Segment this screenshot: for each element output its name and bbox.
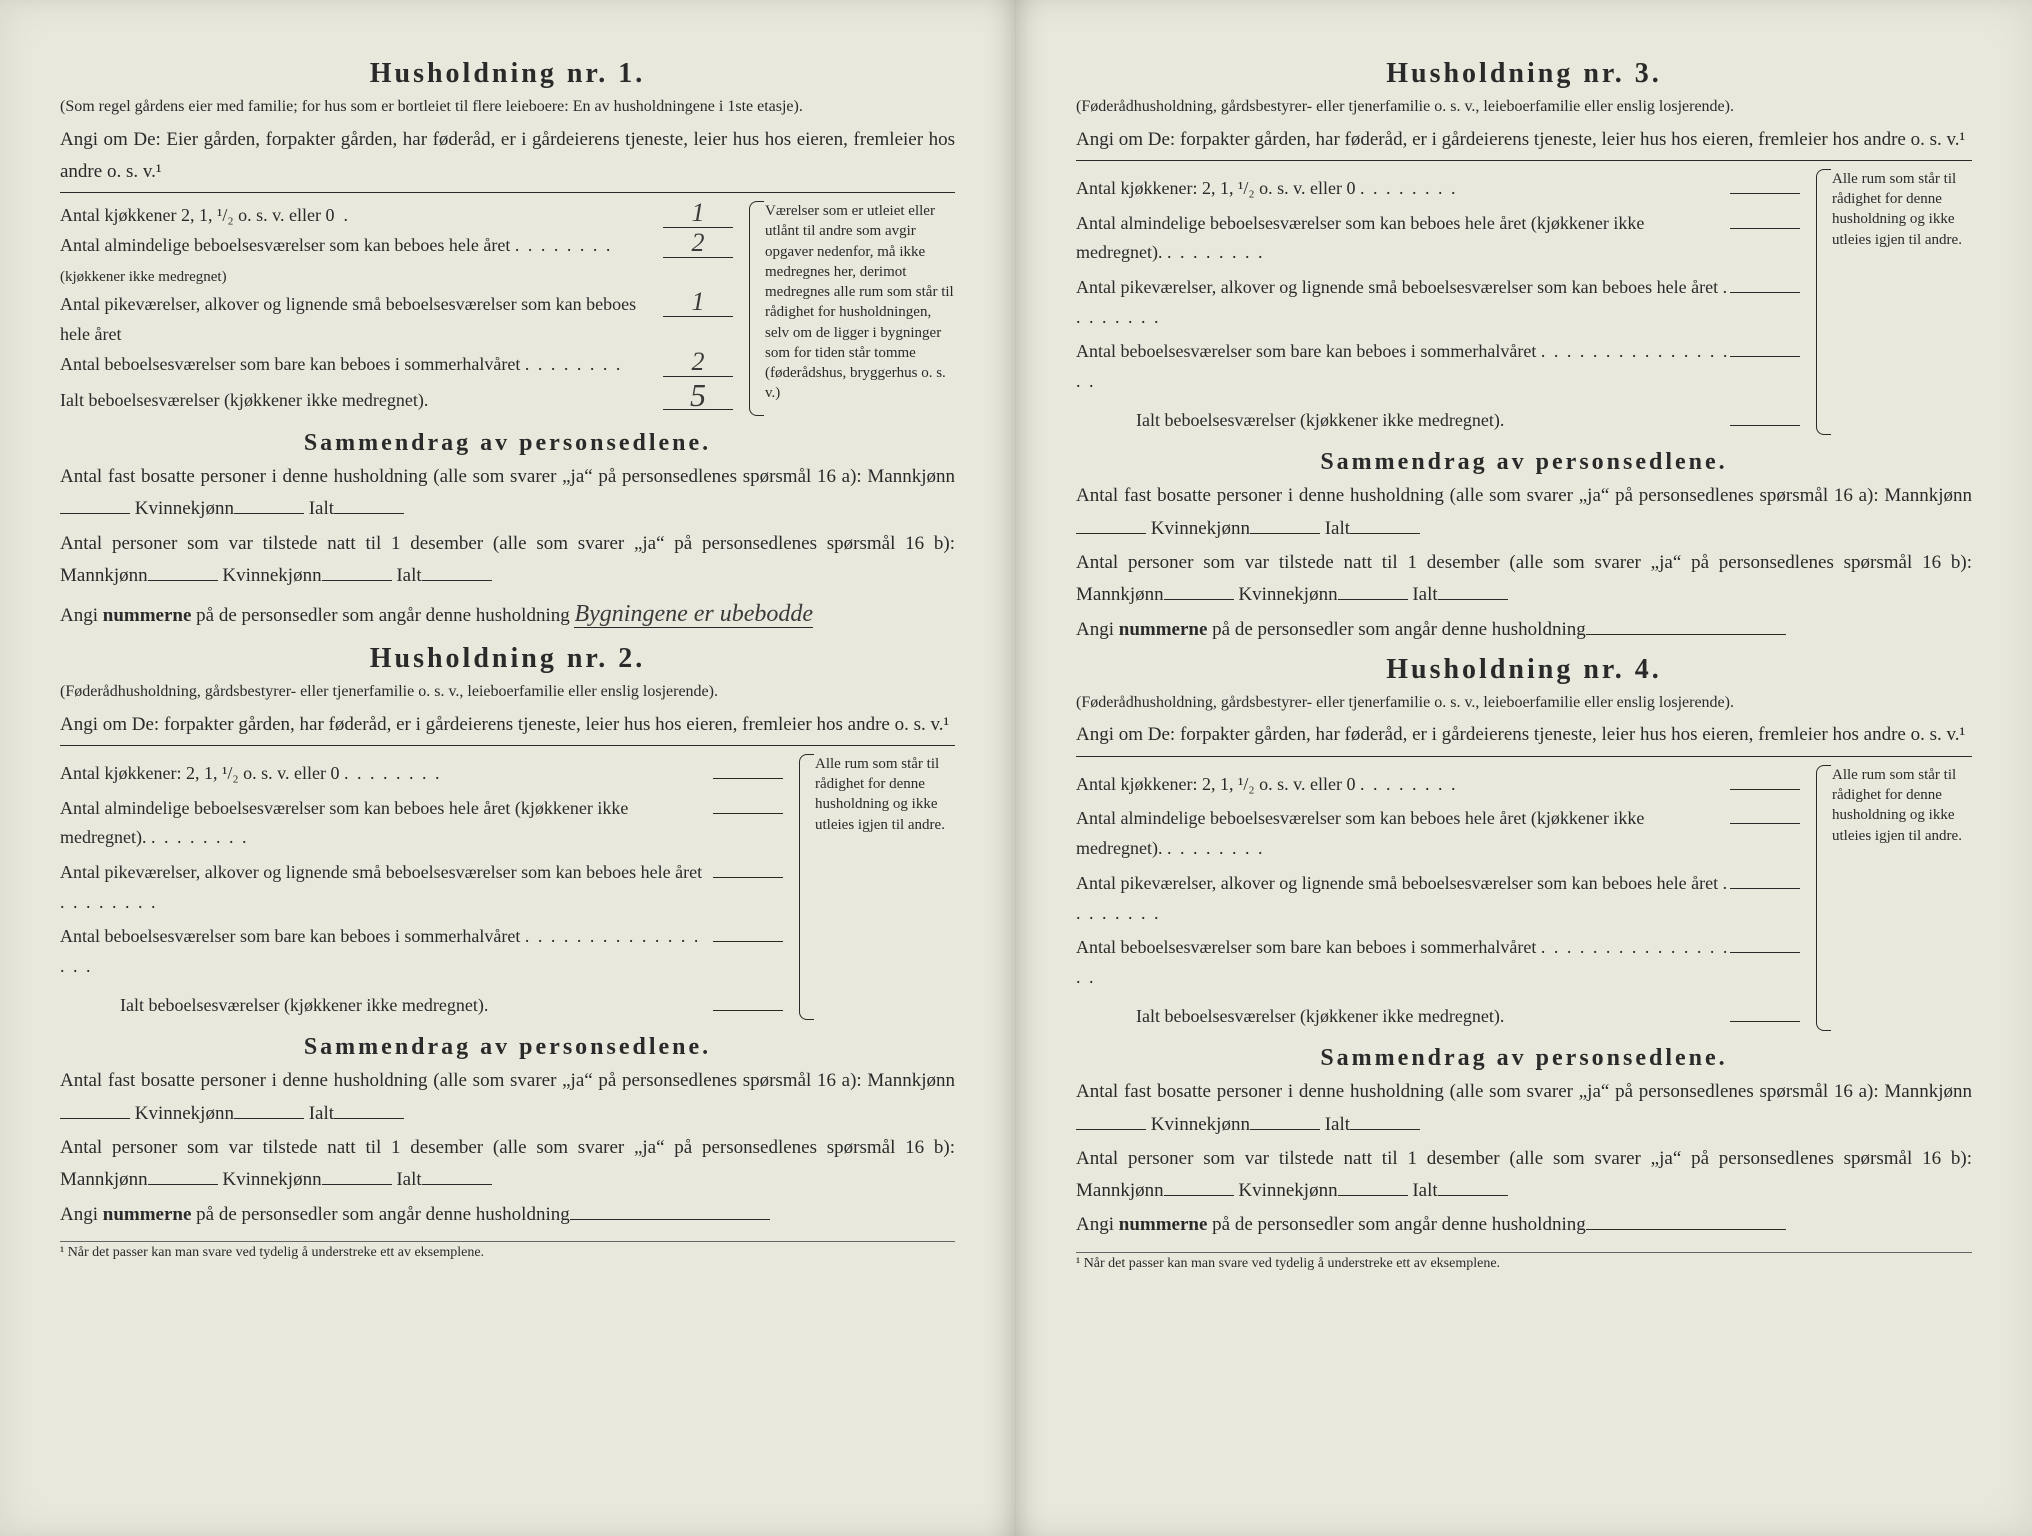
h2-bosatte: Antal fast bosatte personer i denne hush…	[60, 1065, 955, 1130]
h3-ialt-label: Ialt beboelsesværelser (kjøkkener ikke m…	[1136, 406, 1504, 436]
h2-subnote: (Føderådhusholdning, gårdsbestyrer- elle…	[60, 681, 955, 703]
h1-ialt-label: Ialt beboelsesværelser (kjøkkener ikke m…	[60, 386, 663, 416]
right-footnote: ¹ Når det passer kan man svare ved tydel…	[1076, 1252, 1972, 1272]
h4-bosatte: Antal fast bosatte personer i denne hush…	[1076, 1076, 1972, 1141]
h3-angi: Angi om De: forpakter gården, har føderå…	[1076, 124, 1972, 156]
right-page: Husholdning nr. 3. (Føderådhusholdning, …	[1016, 0, 2032, 1536]
h4-nummerne: Angi nummerne på de personsedler som ang…	[1076, 1209, 1972, 1241]
brace-icon	[1816, 169, 1831, 436]
household-1: Husholdning nr. 1. (Som regel gårdens ei…	[60, 58, 955, 635]
h4-kjokken-label: Antal kjøkkener: 2, 1, ¹/₂ o. s. v. elle…	[1076, 770, 1730, 800]
left-footnote: ¹ Når det passer kan man svare ved tydel…	[60, 1241, 955, 1261]
h4-title: Husholdning nr. 4.	[1076, 654, 1972, 686]
h1-sommer-label: Antal beboelsesværelser som bare kan beb…	[60, 350, 663, 380]
h1-tilstede: Antal personer som var tilstede natt til…	[60, 528, 955, 593]
h2-questions: Antal kjøkkener: 2, 1, ¹/₂ o. s. v. elle…	[60, 754, 955, 1021]
h3-bosatte: Antal fast bosatte personer i denne hush…	[1076, 480, 1972, 545]
h1-sammendrag-title: Sammendrag av personsedlene.	[60, 430, 955, 457]
h1-kjokken-val: 1	[663, 203, 733, 228]
h1-angi-line	[60, 190, 955, 193]
h4-tilstede: Antal personer som var tilstede natt til…	[1076, 1143, 1972, 1208]
h1-sommer-val: 2	[663, 352, 733, 377]
h3-tilstede: Antal personer som var tilstede natt til…	[1076, 547, 1972, 612]
h3-angi-line	[1076, 158, 1972, 161]
h1-nummerne: Angi nummerne på de personsedler som ang…	[60, 594, 955, 635]
h4-sammendrag-title: Sammendrag av personsedlene.	[1076, 1045, 1972, 1072]
h4-pike-val	[1730, 864, 1800, 889]
household-4: Husholdning nr. 4. (Føderådhusholdning, …	[1076, 654, 1972, 1242]
h2-alm-val	[713, 789, 783, 814]
h2-sidenote: Alle rum som står til rådighet for denne…	[801, 754, 955, 1021]
h3-sommer-label: Antal beboelsesværelser som bare kan beb…	[1076, 337, 1730, 396]
h1-kjokken-label: Antal kjøkkener 2, 1, ¹/₂ o. s. v. eller…	[60, 201, 663, 231]
h2-tilstede: Antal personer som var tilstede natt til…	[60, 1132, 955, 1197]
h3-alm-label: Antal almindelige beboelsesværelser som …	[1076, 209, 1730, 268]
h3-title: Husholdning nr. 3.	[1076, 58, 1972, 90]
h3-questions: Antal kjøkkener: 2, 1, ¹/₂ o. s. v. elle…	[1076, 169, 1972, 436]
h4-angi: Angi om De: forpakter gården, har føderå…	[1076, 719, 1972, 751]
h2-ialt-val	[713, 986, 783, 1011]
h1-questions: Antal kjøkkener 2, 1, ¹/₂ o. s. v. eller…	[60, 201, 955, 416]
h4-alm-label: Antal almindelige beboelsesværelser som …	[1076, 804, 1730, 863]
h3-ialt-val	[1730, 401, 1800, 426]
h3-nummerne: Angi nummerne på de personsedler som ang…	[1076, 614, 1972, 646]
document-spread: Husholdning nr. 1. (Som regel gårdens ei…	[0, 0, 2032, 1536]
household-2: Husholdning nr. 2. (Føderådhusholdning, …	[60, 643, 955, 1231]
h2-ialt-label: Ialt beboelsesværelser (kjøkkener ikke m…	[120, 991, 488, 1021]
h3-kjokken-val	[1730, 169, 1800, 194]
h1-ialt-val: 5	[663, 385, 733, 410]
h1-subnote: (Som regel gårdens eier med familie; for…	[60, 96, 955, 118]
brace-icon	[1816, 765, 1831, 1032]
h3-pike-val	[1730, 268, 1800, 293]
h3-subnote: (Føderådhusholdning, gårdsbestyrer- elle…	[1076, 96, 1972, 118]
h4-questions: Antal kjøkkener: 2, 1, ¹/₂ o. s. v. elle…	[1076, 765, 1972, 1032]
h4-sommer-val	[1730, 928, 1800, 953]
h2-nummerne: Angi nummerne på de personsedler som ang…	[60, 1199, 955, 1231]
h3-kjokken-label: Antal kjøkkener: 2, 1, ¹/₂ o. s. v. elle…	[1076, 174, 1730, 204]
h4-q-left: Antal kjøkkener: 2, 1, ¹/₂ o. s. v. elle…	[1076, 765, 1800, 1032]
h1-q-left: Antal kjøkkener 2, 1, ¹/₂ o. s. v. eller…	[60, 201, 733, 416]
h1-alm-val: 2	[663, 233, 733, 258]
h2-q-left: Antal kjøkkener: 2, 1, ¹/₂ o. s. v. elle…	[60, 754, 783, 1021]
h1-title: Husholdning nr. 1.	[60, 58, 955, 90]
h1-alm-label: Antal almindelige beboelsesværelser som …	[60, 231, 663, 290]
h4-alm-val	[1730, 799, 1800, 824]
h2-angi-line	[60, 743, 955, 746]
h4-sidenote: Alle rum som står til rådighet for denne…	[1818, 765, 1972, 1032]
h2-sommer-label: Antal beboelsesværelser som bare kan beb…	[60, 922, 713, 981]
h1-angi: Angi om De: Eier gården, forpakter gårde…	[60, 124, 955, 189]
h1-pike-label: Antal pikeværelser, alkover og lignende …	[60, 290, 663, 349]
h2-pike-label: Antal pikeværelser, alkover og lignende …	[60, 858, 713, 917]
brace-icon	[799, 754, 814, 1021]
h1-bosatte: Antal fast bosatte personer i denne hush…	[60, 461, 955, 526]
h1-pike-val: 1	[663, 292, 733, 317]
h4-sommer-label: Antal beboelsesværelser som bare kan beb…	[1076, 933, 1730, 992]
h2-sammendrag-title: Sammendrag av personsedlene.	[60, 1034, 955, 1061]
h2-title: Husholdning nr. 2.	[60, 643, 955, 675]
h2-pike-val	[713, 853, 783, 878]
h4-kjokken-val	[1730, 765, 1800, 790]
brace-icon	[749, 201, 764, 416]
h2-sommer-val	[713, 917, 783, 942]
h2-angi: Angi om De: forpakter gården, har føderå…	[60, 709, 955, 741]
h4-angi-line	[1076, 754, 1972, 757]
left-page: Husholdning nr. 1. (Som regel gårdens ei…	[0, 0, 1016, 1536]
h3-pike-label: Antal pikeværelser, alkover og lignende …	[1076, 273, 1730, 332]
h4-ialt-val	[1730, 997, 1800, 1022]
h2-kjokken-label: Antal kjøkkener: 2, 1, ¹/₂ o. s. v. elle…	[60, 759, 713, 789]
h3-alm-val	[1730, 204, 1800, 229]
h2-alm-label: Antal almindelige beboelsesværelser som …	[60, 794, 713, 853]
h3-sidenote: Alle rum som står til rådighet for denne…	[1818, 169, 1972, 436]
h3-q-left: Antal kjøkkener: 2, 1, ¹/₂ o. s. v. elle…	[1076, 169, 1800, 436]
h3-sommer-val	[1730, 332, 1800, 357]
h3-sammendrag-title: Sammendrag av personsedlene.	[1076, 449, 1972, 476]
h1-sidenote: Værelser som er utleiet eller utlånt til…	[751, 201, 955, 416]
h4-ialt-label: Ialt beboelsesværelser (kjøkkener ikke m…	[1136, 1002, 1504, 1032]
h4-pike-label: Antal pikeværelser, alkover og lignende …	[1076, 869, 1730, 928]
h2-kjokken-val	[713, 754, 783, 779]
h4-subnote: (Føderådhusholdning, gårdsbestyrer- elle…	[1076, 692, 1972, 714]
household-3: Husholdning nr. 3. (Føderådhusholdning, …	[1076, 58, 1972, 646]
